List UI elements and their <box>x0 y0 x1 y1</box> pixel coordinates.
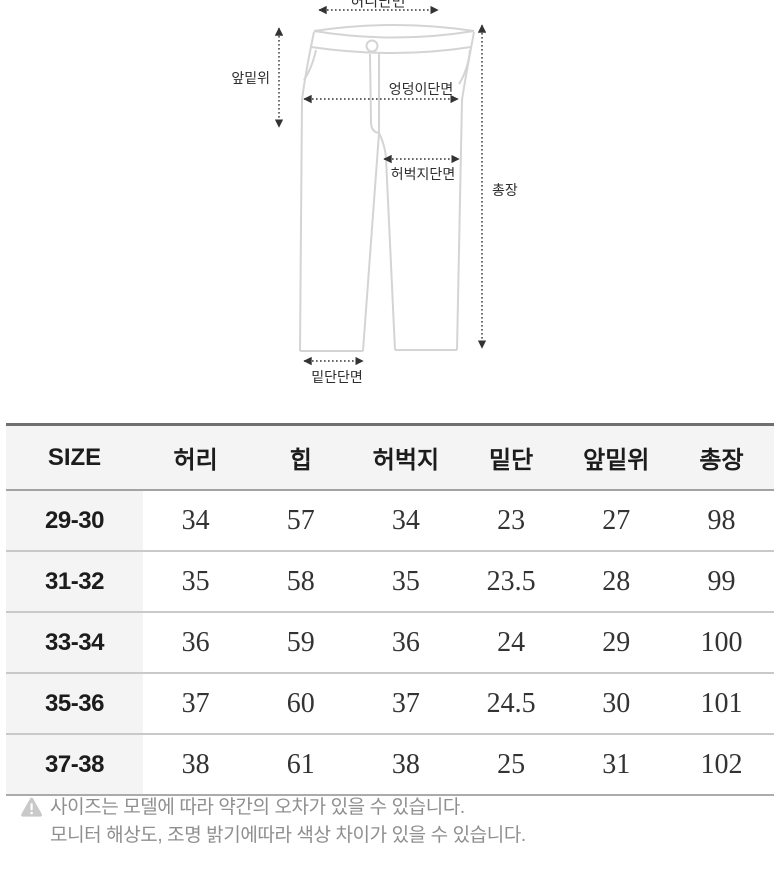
col-header-front-rise: 앞밑위 <box>583 447 650 474</box>
cell-hip: 61 <box>286 748 315 780</box>
cell-hip: 57 <box>286 504 315 536</box>
notes-section: 사이즈는 모델에 따라 약간의 오차가 있을 수 있습니다. 모니터 해상도, … <box>20 794 526 850</box>
row-size-label: 35-36 <box>6 674 143 733</box>
cell-thigh: 38 <box>391 748 420 780</box>
col-header-thigh: 허벅지 <box>372 447 440 474</box>
col-header-total: 총장 <box>699 447 744 474</box>
col-header-waist: 허리 <box>173 447 218 474</box>
hem-label: 밑단단면 <box>311 369 363 385</box>
cell-hem: 25 <box>497 748 526 780</box>
cell-hem: 24.5 <box>486 687 536 719</box>
row-size-label: 31-32 <box>6 552 143 611</box>
cell-waist: 36 <box>181 626 210 658</box>
cell-total: 102 <box>700 748 743 780</box>
table-row: 37-38 38 61 38 25 31 102 <box>6 735 774 796</box>
cell-waist: 37 <box>181 687 210 719</box>
cell-hip: 60 <box>286 687 315 719</box>
warning-icon <box>21 797 43 817</box>
cell-waist: 34 <box>181 504 210 536</box>
cell-front-rise: 29 <box>602 626 631 658</box>
col-header-hip: 힙 <box>289 447 312 474</box>
cell-waist: 35 <box>181 565 210 597</box>
front-rise-label: 앞밑위 <box>231 70 270 86</box>
cell-thigh: 36 <box>391 626 420 658</box>
table-row: 35-36 37 60 37 24.5 30 101 <box>6 674 774 735</box>
note-line-1: 사이즈는 모델에 따라 약간의 오차가 있을 수 있습니다. <box>50 797 465 818</box>
thigh-label: 허벅지단면 <box>390 166 456 182</box>
cell-total: 100 <box>700 626 743 658</box>
note-line-2: 모니터 해상도, 조명 밝기에따라 색상 차이가 있을 수 있습니다. <box>50 825 526 846</box>
notes-text: 사이즈는 모델에 따라 약간의 오차가 있을 수 있습니다. 모니터 해상도, … <box>50 794 526 850</box>
size-table-header-row: SIZE 허리 힙 허벅지 밑단 앞밑위 총장 <box>6 426 774 491</box>
table-row: 33-34 36 59 36 24 29 100 <box>6 613 774 674</box>
cell-front-rise: 28 <box>602 565 631 597</box>
cell-front-rise: 30 <box>602 687 631 719</box>
pants-outline <box>299 24 475 352</box>
row-size-label: 37-38 <box>6 735 143 794</box>
cell-front-rise: 31 <box>602 748 631 780</box>
col-header-hem: 밑단 <box>489 447 534 474</box>
table-row: 29-30 34 57 34 23 27 98 <box>6 491 774 552</box>
col-header-size: SIZE <box>47 443 102 471</box>
cell-total: 98 <box>707 504 736 536</box>
cell-hem: 24 <box>497 626 526 658</box>
measurement-arrows <box>274 5 487 366</box>
cell-hip: 58 <box>286 565 315 597</box>
hip-label: 엉덩이단면 <box>388 81 454 97</box>
cell-hem: 23.5 <box>486 565 536 597</box>
waist-label: 허리단면 <box>350 0 406 10</box>
total-length-label: 총장 <box>492 182 518 198</box>
cell-total: 99 <box>707 565 736 597</box>
cell-front-rise: 27 <box>602 504 631 536</box>
row-size-label: 29-30 <box>6 491 143 550</box>
pants-diagram-graphic <box>274 5 487 366</box>
cell-waist: 38 <box>181 748 210 780</box>
cell-total: 101 <box>700 687 743 719</box>
size-table: SIZE 허리 힙 허벅지 밑단 앞밑위 총장 29-30 34 57 34 2… <box>6 423 774 796</box>
cell-thigh: 34 <box>391 504 420 536</box>
cell-thigh: 35 <box>391 565 420 597</box>
table-row: 31-32 35 58 35 23.5 28 99 <box>6 552 774 613</box>
cell-hem: 23 <box>497 504 526 536</box>
cell-thigh: 37 <box>391 687 420 719</box>
row-size-label: 33-34 <box>6 613 143 672</box>
cell-hip: 59 <box>286 626 315 658</box>
pants-measurement-diagram: 허리단면 앞밑위 엉덩이단면 허벅지단면 총장 밑단단면 <box>0 0 780 420</box>
